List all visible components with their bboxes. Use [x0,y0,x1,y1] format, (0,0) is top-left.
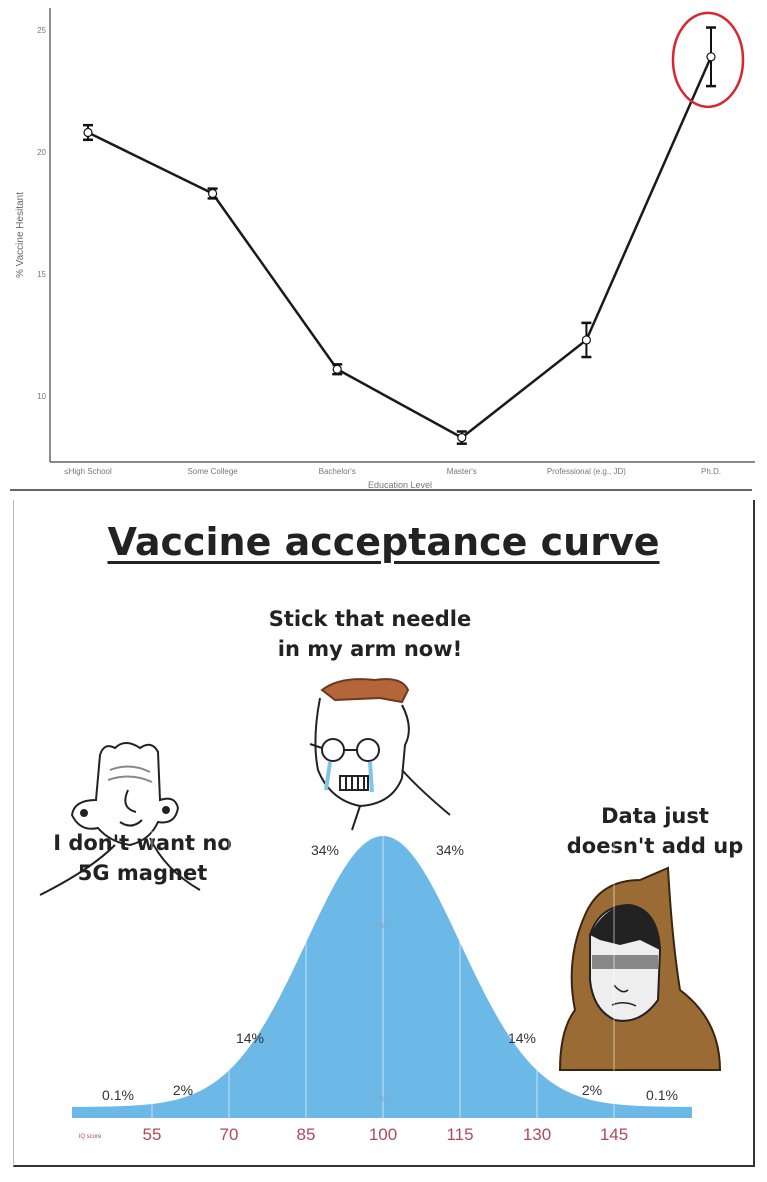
data-point [83,127,93,138]
caption-line: Data just [601,804,709,828]
data-point [457,432,467,443]
data-point [581,335,592,345]
caption-line: doesn't add up [566,834,744,859]
data-line [87,56,713,440]
education-hesitancy-chart: 10 15 20 25 ≤High School Some College Bachelor… [10,8,755,491]
data-point [706,52,716,62]
meme-title: Vaccine acceptance curve [107,520,660,564]
y-tick-label: 25 [37,26,46,35]
x-tick-label: Some College [187,467,238,476]
x-tick-label: ≤High School [64,467,112,476]
caption-line: 5G magnet [77,861,208,886]
caption-line: I don't want no [53,831,232,855]
y-axis-label: % Vaccine Hesitant [15,192,26,278]
x-tick-label: Master's [447,467,477,476]
y-tick-label: 20 [37,148,46,157]
x-axis-label: Education Level [368,480,432,490]
x-tick-label: Bachelor's [319,467,356,476]
caption-line: Stick that needle [268,607,472,631]
caption-center: Stick that needle in my arm now! [220,604,520,665]
x-tick-label: Professional (e.g., JD) [547,467,626,476]
y-tick-label: 15 [37,270,46,279]
y-tick-label: 10 [37,392,46,401]
caption-line: in my arm now! [277,637,463,662]
caption-right: Data just doesn't add up [540,801,767,862]
highlight-circle [671,11,745,109]
data-point [332,364,342,374]
x-tick-label: Ph.D. [701,467,721,476]
data-point [208,188,218,199]
caption-left: I don't want no 5G magnet [10,828,275,889]
meme-panel [13,500,755,1167]
